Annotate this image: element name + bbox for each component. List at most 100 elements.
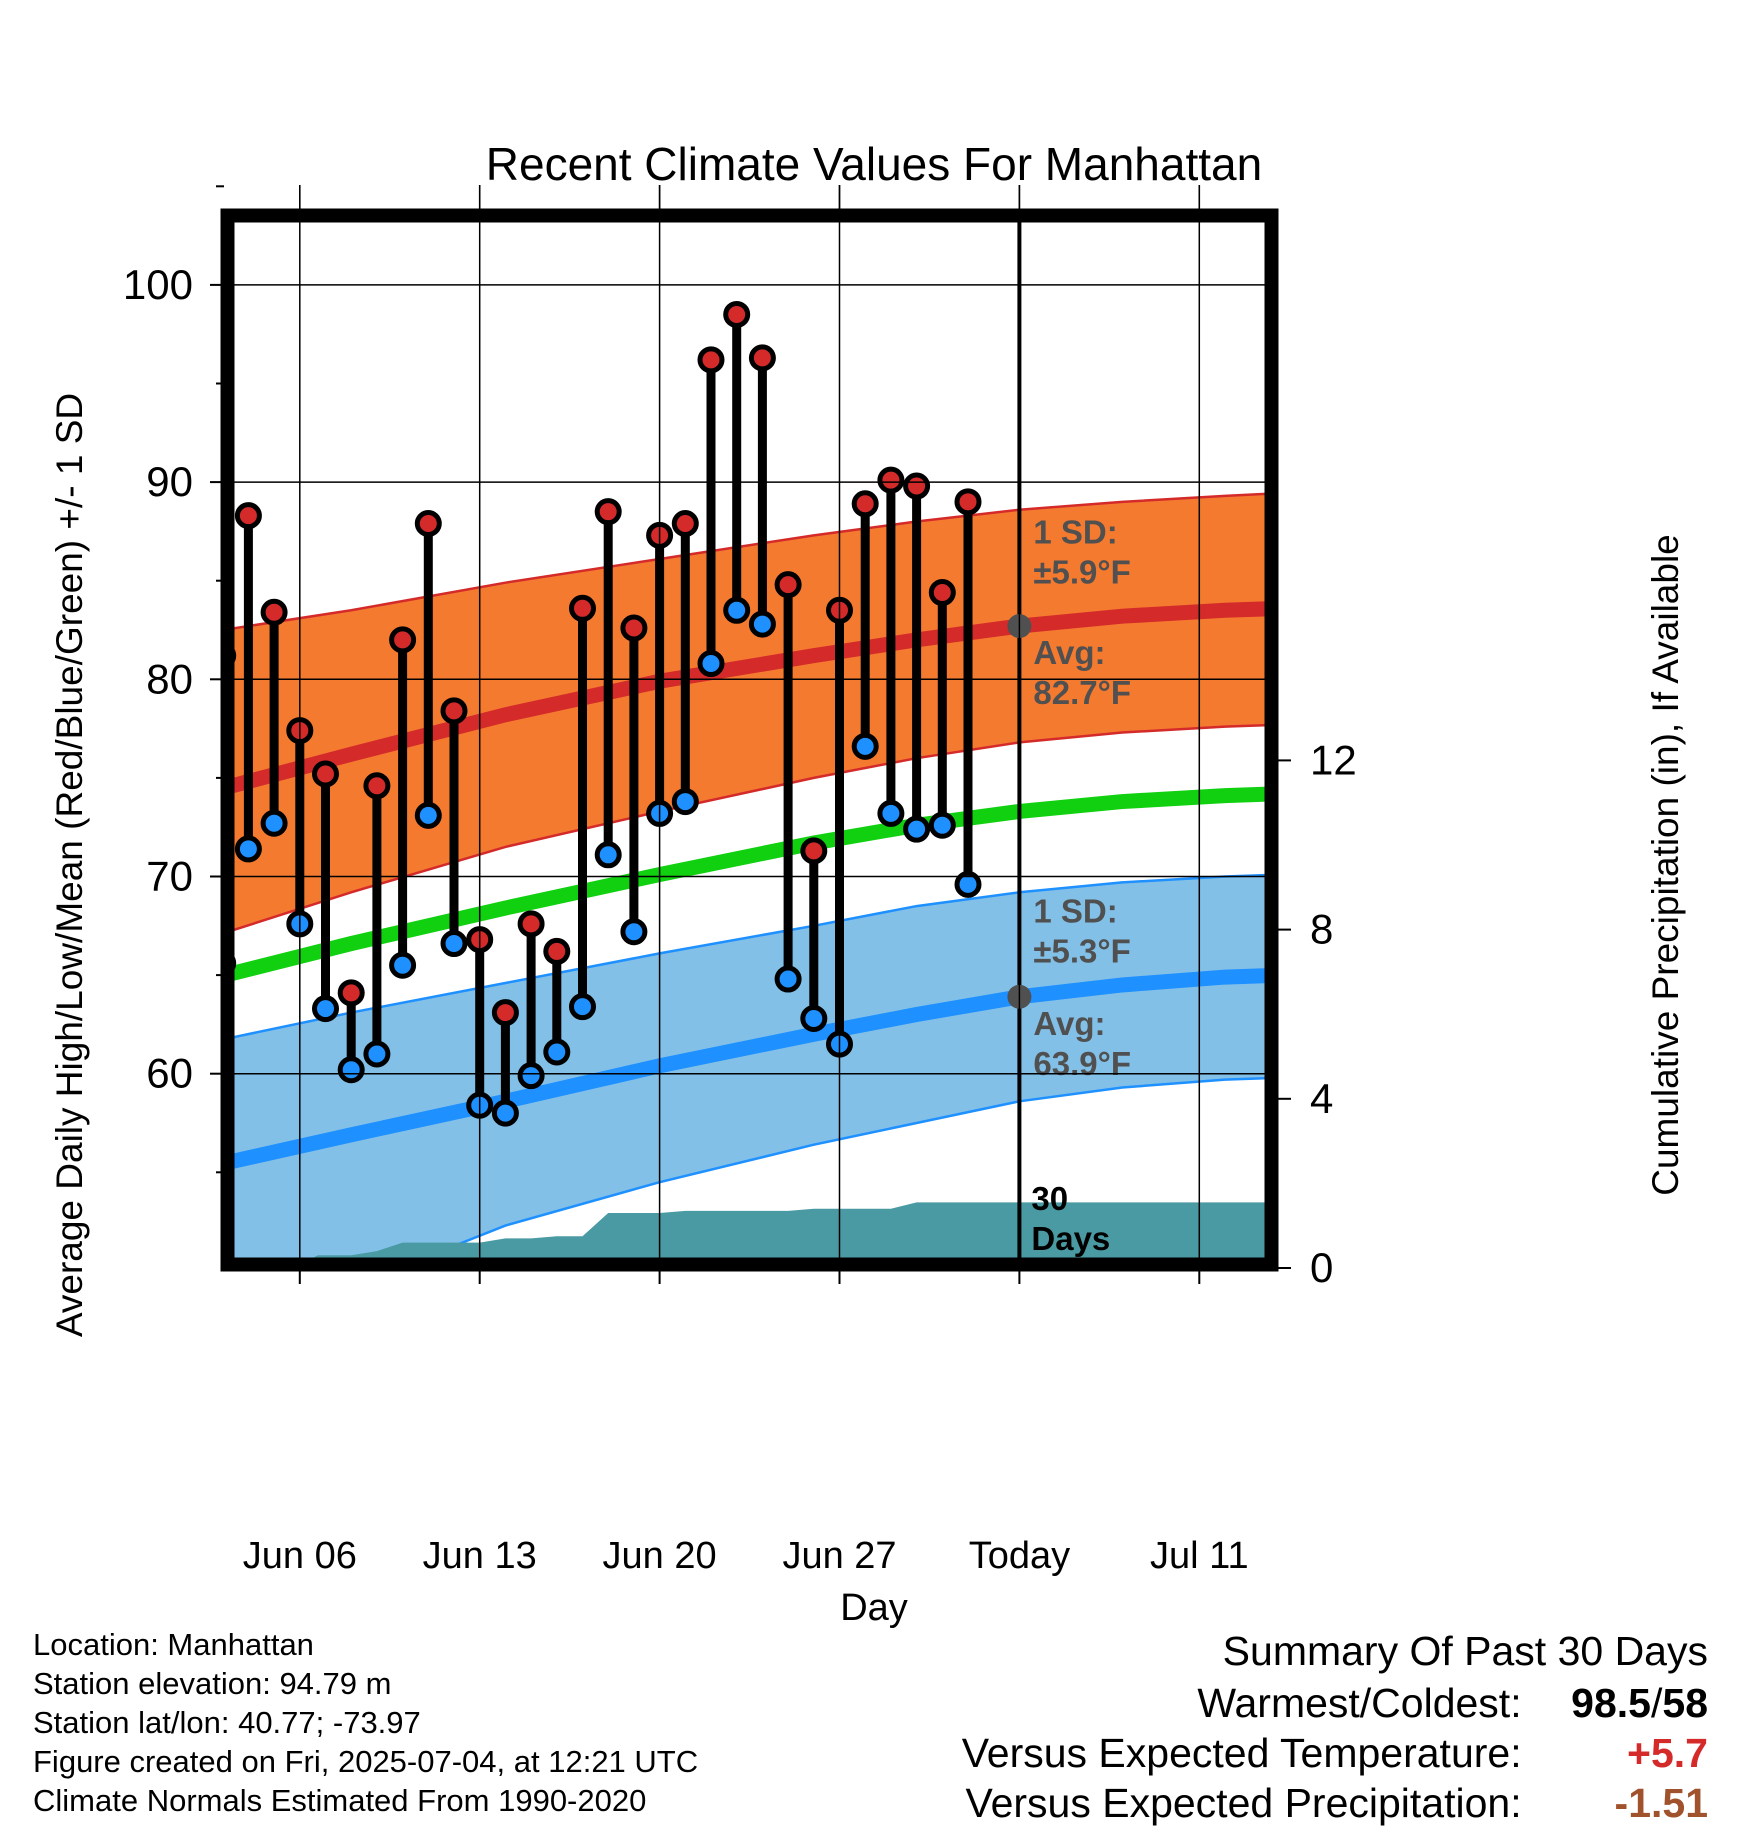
daily-low-point: [877, 799, 905, 827]
daily-high-point: [851, 490, 879, 518]
daily-low-point: [414, 801, 442, 829]
y-tick-label: 100: [123, 261, 193, 308]
precip-value: -1.51: [1614, 1780, 1708, 1826]
daily-low-point: [903, 815, 931, 843]
daily-low-point: [774, 965, 802, 993]
high-sd-label: 1 SD:: [1033, 514, 1117, 551]
daily-low-point: [389, 951, 417, 979]
daily-low-point: [491, 1099, 519, 1127]
daily-low-point: [594, 841, 622, 869]
plot-frame: [220, 208, 1279, 1272]
low-sd-band: [231, 875, 1268, 1261]
daily-high-point: [543, 937, 571, 965]
period-number: 30: [1031, 1180, 1068, 1217]
y2-tick-label: 0: [1310, 1244, 1333, 1291]
daily-high-point: [903, 472, 931, 500]
temp-label: Versus Expected Temperature:: [961, 1730, 1522, 1776]
daily-low-point: [517, 1062, 545, 1090]
created-text: Figure created on Fri, 2025-07-04, at 12…: [33, 1744, 699, 1779]
daily-high-point: [389, 626, 417, 654]
precip-area: [307, 1202, 1268, 1261]
daily-high-point: [877, 466, 905, 494]
daily-low-point: [697, 650, 725, 678]
x-tick-label: Jun 06: [243, 1535, 357, 1577]
daily-low-point: [723, 596, 751, 624]
y2-tick-label: 4: [1310, 1075, 1333, 1122]
daily-high-point: [440, 697, 468, 725]
summary-precip-row: Versus Expected Precipitation: -1.51: [962, 1778, 1709, 1828]
daily-high-point: [363, 772, 391, 800]
warmest-value: 98.5: [1571, 1680, 1651, 1726]
warmest-coldest-value: 98.5/58: [1571, 1680, 1708, 1726]
daily-low-point: [800, 1004, 828, 1032]
period-unit: Days: [1031, 1220, 1110, 1257]
x-tick-label: Jun 13: [423, 1535, 537, 1577]
daily-low-point: [569, 993, 596, 1021]
x-axis-label: Day: [840, 1587, 908, 1629]
station-info: Location: Manhattan Station elevation: 9…: [33, 1625, 698, 1820]
normals-text: Climate Normals Estimated From 1990-2020: [33, 1783, 647, 1818]
x-tick-label: Jul 11: [1150, 1535, 1249, 1577]
daily-low-point: [363, 1040, 391, 1068]
daily-high-point: [697, 346, 725, 374]
daily-high-point: [594, 498, 622, 526]
daily-high-point: [800, 837, 828, 865]
daily-high-point: [337, 979, 365, 1007]
y2-axis-label: Cumulative Precipitation (in), If Availa…: [1645, 534, 1686, 1196]
daily-high-point: [569, 594, 596, 622]
daily-low-point: [928, 811, 956, 839]
daily-low-point: [337, 1056, 365, 1084]
summary-temp-row: Versus Expected Temperature: +5.7: [962, 1728, 1708, 1778]
daily-low-point: [440, 930, 468, 958]
location-text: Location: Manhattan: [33, 1627, 314, 1662]
high-sd-band: [231, 493, 1268, 931]
daily-high-point: [491, 999, 519, 1027]
warmest-label: Warmest/Coldest:: [1197, 1680, 1522, 1726]
y-tick-label: 90: [146, 458, 193, 505]
high-avg-label: Avg:: [1033, 634, 1105, 671]
y2-tick-label: 8: [1310, 906, 1333, 953]
daily-low-point: [543, 1038, 571, 1066]
daily-low-point: [260, 809, 288, 837]
x-tick-label: Jun 20: [603, 1535, 717, 1577]
coldest-value: 58: [1662, 1680, 1708, 1726]
daily-high-point: [723, 300, 751, 328]
y-tick-label: 80: [146, 655, 193, 702]
latlon-text: Station lat/lon: 40.77; -73.97: [33, 1705, 421, 1740]
mean-normal-line: [231, 786, 1268, 982]
daily-high-point: [774, 571, 802, 599]
temp-value: +5.7: [1627, 1730, 1708, 1776]
daily-high-point: [234, 502, 262, 530]
elevation-text: Station elevation: 94.79 m: [33, 1666, 392, 1701]
summary-title: Summary Of Past 30 Days: [1222, 1628, 1708, 1674]
low-sd-label: 1 SD:: [1033, 892, 1117, 929]
low-avg-label: Avg:: [1033, 1005, 1105, 1042]
daily-high-point: [312, 760, 339, 788]
daily-high-point: [671, 510, 699, 538]
daily-high-point: [260, 598, 288, 626]
x-tick-label: Today: [969, 1535, 1070, 1577]
daily-high-point: [414, 510, 442, 538]
high-sd-value: ±5.9°F: [1033, 554, 1130, 591]
chart-title: Recent Climate Values For Manhattan: [486, 138, 1262, 190]
low-sd-value: ±5.3°F: [1033, 932, 1130, 969]
low-normal-line: [231, 968, 1268, 1170]
y-axis-label: Average Daily High/Low/Mean (Red/Blue/Gr…: [49, 393, 90, 1337]
daily-high-point: [517, 910, 545, 938]
low-avg-value: 63.9°F: [1033, 1045, 1131, 1082]
x-tick-label: Jun 27: [782, 1535, 896, 1577]
daily-high-point: [748, 344, 776, 372]
daily-high-point: [620, 614, 648, 642]
daily-low-point: [851, 732, 879, 760]
high-avg-value: 82.7°F: [1033, 674, 1131, 711]
daily-low-point: [312, 995, 339, 1023]
daily-low-point: [620, 918, 648, 946]
y-tick-label: 60: [146, 1050, 193, 1097]
precip-label: Versus Expected Precipitation:: [965, 1780, 1522, 1826]
y-tick-label: 70: [146, 853, 193, 900]
daily-high-point: [954, 488, 982, 516]
daily-low-point: [954, 870, 982, 898]
